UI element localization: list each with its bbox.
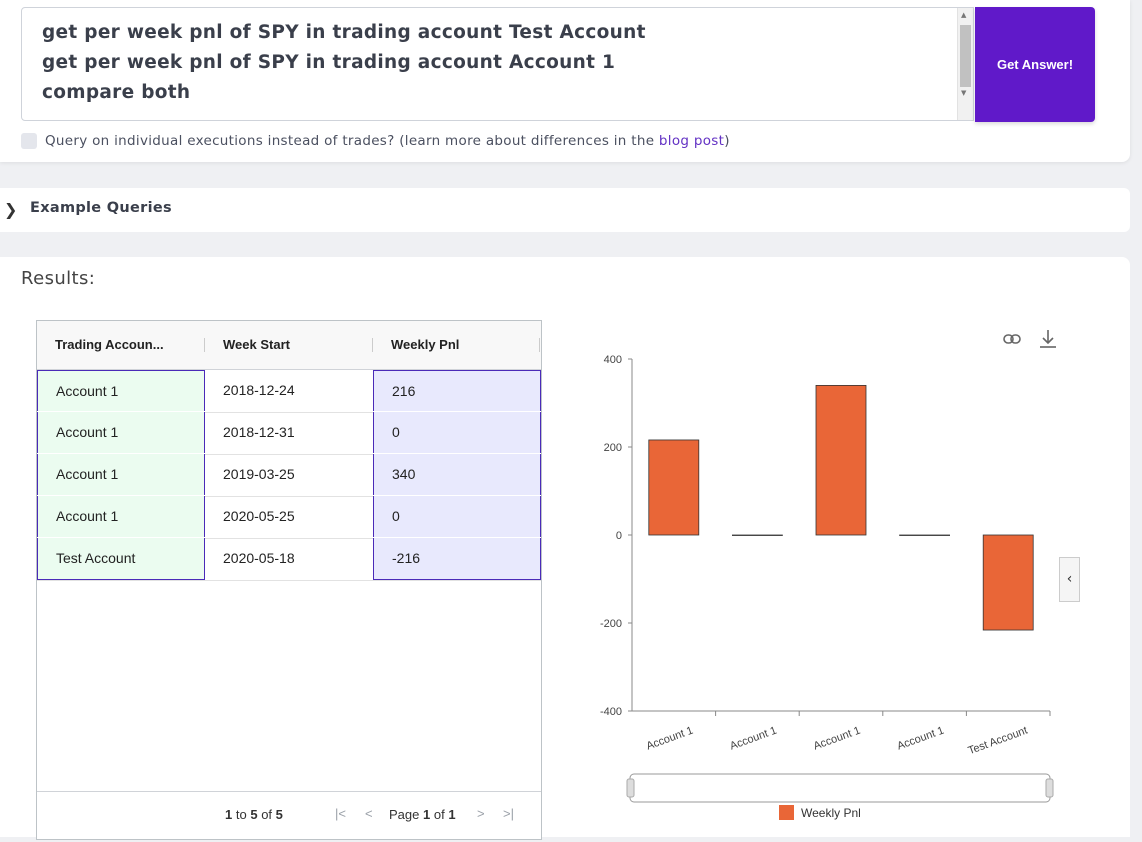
row-total: 5 [275, 807, 283, 822]
example-queries-panel[interactable]: ❯ Example Queries [0, 188, 1130, 232]
chevron-right-icon[interactable]: ❯ [4, 200, 18, 219]
link-icon[interactable] [1003, 334, 1021, 344]
cell-week-start[interactable]: 2020-05-18 [223, 550, 295, 566]
next-page-icon[interactable]: > [477, 806, 485, 821]
bar [731, 534, 783, 536]
y-tick-label: 0 [616, 530, 622, 542]
executions-checkbox-label: Query on individual executions instead o… [45, 133, 730, 149]
y-tick-label: 400 [604, 354, 622, 366]
column-header-trading-account[interactable]: Trading Accoun... [55, 337, 164, 352]
chart-panel-toggle-button[interactable]: ‹ [1059, 557, 1080, 602]
page-of-word: of [433, 807, 445, 822]
cell-weekly-pnl[interactable]: -216 [373, 538, 541, 580]
cell-trading-account[interactable]: Account 1 [37, 454, 205, 495]
page-summary: Page 1 of 1 [389, 807, 456, 822]
x-tick-label: Account 1 [896, 725, 946, 753]
last-page-icon[interactable]: >| [503, 806, 514, 821]
x-tick-label: Test Account [967, 725, 1030, 758]
range-slider[interactable] [626, 773, 1054, 803]
bar [648, 439, 700, 536]
table-row[interactable]: Account 1 2019-03-25 340 [37, 454, 541, 497]
query-line: get per week pnl of SPY in trading accou… [42, 22, 646, 43]
previous-page-icon[interactable]: < [365, 806, 373, 821]
query-scrollbar[interactable]: ▲ ▼ [957, 8, 973, 120]
blog-post-link[interactable]: blog post [658, 133, 725, 149]
scroll-up-icon[interactable]: ▲ [961, 11, 967, 19]
cell-weekly-pnl[interactable]: 340 [373, 454, 541, 495]
cell-trading-account[interactable]: Account 1 [37, 496, 205, 537]
checkbox-label-text: Query on individual executions instead o… [45, 133, 659, 149]
page-total: 1 [448, 807, 456, 822]
scroll-down-icon[interactable]: ▼ [961, 89, 967, 97]
range-to-word: to [235, 807, 247, 822]
row-range-summary: 1 to 5 of 5 [225, 807, 283, 822]
y-tick-label: -200 [600, 618, 622, 630]
results-card: Results: Trading Accoun... Week Start We… [0, 257, 1130, 840]
example-queries-label: Example Queries [30, 200, 172, 216]
cell-trading-account[interactable]: Account 1 [37, 370, 205, 411]
cell-trading-account[interactable]: Test Account [37, 538, 205, 580]
weekly-pnl-chart: 400 200 0 -200 -400 Account 1 Account 1 Account… [600, 330, 1056, 820]
x-tick-label: Account 1 [728, 725, 778, 753]
bar [815, 385, 867, 536]
table-row[interactable]: Test Account 2020-05-18 -216 [37, 538, 541, 581]
query-card: get per week pnl of SPY in trading accou… [0, 0, 1130, 162]
checkbox-label-suffix: ) [724, 133, 730, 149]
bar [982, 534, 1034, 631]
legend-label[interactable]: Weekly Pnl [801, 806, 861, 820]
executions-checkbox[interactable] [21, 133, 37, 149]
query-line: compare both [42, 82, 191, 103]
query-line: get per week pnl of SPY in trading accou… [42, 52, 616, 73]
y-tick-label: -400 [600, 706, 622, 718]
page-word: Page [389, 807, 420, 822]
x-tick-label: Account 1 [645, 725, 695, 753]
cell-week-start[interactable]: 2020-05-25 [223, 508, 295, 524]
x-tick-label: Account 1 [812, 725, 862, 753]
cell-week-start[interactable]: 2018-12-31 [223, 424, 295, 440]
results-table: Trading Accoun... Week Start Weekly Pnl … [36, 320, 542, 840]
column-resize-handle[interactable] [539, 338, 540, 352]
chart-plot-area: 400 200 0 -200 -400 Account 1 Account 1 Account… [600, 354, 1051, 758]
cell-weekly-pnl[interactable]: 0 [373, 496, 541, 537]
query-textarea[interactable]: get per week pnl of SPY in trading accou… [21, 7, 974, 121]
results-title: Results: [21, 268, 96, 289]
range-to: 5 [250, 807, 258, 822]
column-header-weekly-pnl[interactable]: Weekly Pnl [391, 337, 460, 352]
column-resize-handle[interactable] [204, 338, 205, 352]
column-resize-handle[interactable] [372, 338, 373, 352]
column-header-week-start[interactable]: Week Start [223, 337, 290, 352]
current-page: 1 [423, 807, 431, 822]
table-row[interactable]: Account 1 2018-12-31 0 [37, 412, 541, 455]
bar [899, 534, 951, 536]
cell-trading-account[interactable]: Account 1 [37, 412, 205, 453]
table-header: Trading Accoun... Week Start Weekly Pnl [37, 321, 541, 370]
range-from: 1 [225, 807, 233, 822]
range-of-word: of [261, 807, 273, 822]
table-row[interactable]: Account 1 2020-05-25 0 [37, 496, 541, 539]
get-answer-button[interactable]: Get Answer! [975, 7, 1095, 122]
legend-swatch[interactable] [779, 805, 794, 820]
table-row[interactable]: Account 1 2018-12-24 216 [37, 370, 541, 413]
cell-weekly-pnl[interactable]: 216 [373, 370, 541, 411]
scrollbar-thumb[interactable] [960, 25, 971, 87]
cell-week-start[interactable]: 2019-03-25 [223, 466, 295, 482]
download-icon[interactable] [1040, 330, 1056, 348]
cell-weekly-pnl[interactable]: 0 [373, 412, 541, 453]
pagination-bar: 1 to 5 of 5 |< < Page 1 of 1 > >| [37, 791, 541, 842]
range-slider-right-handle[interactable] [1045, 778, 1054, 798]
chart-legend[interactable]: Weekly Pnl [779, 805, 861, 820]
cell-week-start[interactable]: 2018-12-24 [223, 382, 295, 398]
y-tick-label: 200 [604, 442, 622, 454]
first-page-icon[interactable]: |< [335, 806, 346, 821]
range-slider-left-handle[interactable] [626, 778, 635, 798]
